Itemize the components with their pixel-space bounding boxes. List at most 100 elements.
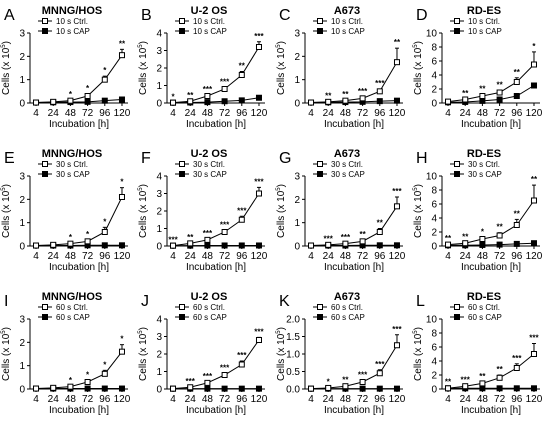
y-tick-label: 2 [19, 52, 25, 63]
significance-label: ** [496, 365, 503, 374]
legend-marker [43, 172, 48, 177]
y-axis-title-close: ) [413, 41, 424, 44]
significance-label: * [69, 90, 73, 99]
x-tick-label: 96 [236, 108, 248, 119]
y-tick-label: 4 [156, 172, 162, 183]
legend-label: 30 s Ctrl. [56, 160, 88, 169]
x-tick-label: 24 [323, 108, 335, 119]
panel-letter: L [416, 293, 425, 310]
legend-label: 10 s Ctrl. [56, 17, 88, 26]
x-tick-label: 72 [494, 394, 506, 405]
y-axis-title-main: Cells (x 10 [413, 190, 424, 238]
y-tick-label: 4 [431, 357, 437, 368]
ctrl-marker [394, 60, 399, 65]
y-axis-title-close: ) [276, 327, 287, 330]
cap-marker [205, 243, 210, 248]
legend-marker [180, 19, 185, 24]
cap-marker [85, 386, 90, 391]
y-tick-label: 3 [156, 189, 162, 200]
y-tick-label: 2 [156, 64, 162, 75]
ctrl-marker [377, 89, 382, 94]
x-tick-label: 24 [460, 394, 472, 405]
x-tick-label: 4 [445, 251, 451, 262]
y-tick-label: 2 [294, 52, 300, 63]
series-line [36, 197, 122, 246]
ctrl-marker [119, 53, 124, 58]
significance-label: ** [377, 219, 384, 228]
y-axis-title: Cells (x 105) [1, 184, 12, 238]
y-axis-title-close: ) [276, 184, 287, 187]
x-tick-label: 96 [99, 394, 111, 405]
significance-label: ** [445, 378, 452, 387]
y-tick-label: 1 [19, 361, 25, 372]
legend-marker [43, 305, 48, 310]
ctrl-marker [256, 338, 261, 343]
cap-marker [360, 386, 365, 391]
significance-label: * [103, 217, 107, 226]
panel-letter: B [141, 7, 152, 24]
significance-label: * [532, 42, 536, 51]
significance-label: ** [479, 85, 486, 94]
legend-marker [180, 172, 185, 177]
x-tick-label: 72 [82, 108, 94, 119]
ctrl-marker [360, 239, 365, 244]
cap-marker [205, 100, 210, 105]
ctrl-marker [531, 62, 536, 67]
x-tick-label: 96 [99, 251, 111, 262]
y-axis-title-main: Cells (x 10 [1, 333, 12, 381]
significance-label: *** [392, 187, 402, 196]
cap-marker [239, 386, 244, 391]
significance-label: ** [514, 209, 521, 218]
ctrl-marker [51, 99, 56, 104]
ctrl-marker [256, 45, 261, 50]
y-tick-label: 2 [431, 85, 437, 96]
cap-marker [256, 243, 261, 248]
significance-label: ** [359, 230, 366, 239]
legend-marker [180, 29, 185, 34]
x-tick-label: 48 [65, 394, 77, 405]
significance-label: *** [168, 235, 178, 244]
significance-label: * [481, 228, 485, 237]
cap-marker [256, 386, 261, 391]
legend-label: 60 s Ctrl. [331, 303, 363, 312]
y-tick-label: 2.0 [286, 315, 300, 326]
x-tick-label: 48 [340, 108, 352, 119]
legend-marker [455, 19, 460, 24]
x-tick-label: 4 [33, 394, 39, 405]
y-tick-label: 3 [156, 332, 162, 343]
panel-title: RD-ES [467, 148, 501, 160]
y-tick-label: 1 [294, 218, 300, 229]
significance-label: *** [512, 354, 522, 363]
x-tick-label: 48 [202, 108, 214, 119]
legend-marker [455, 162, 460, 167]
y-tick-label: 2 [19, 195, 25, 206]
series-line [448, 201, 534, 245]
ctrl-marker [531, 198, 536, 203]
significance-label: *** [392, 325, 402, 334]
y-tick-label: 1.0 [286, 350, 300, 361]
significance-label: ** [187, 91, 194, 100]
cap-marker [377, 386, 382, 391]
panel-letter: E [4, 150, 15, 167]
x-tick-label: 96 [374, 108, 386, 119]
cap-marker [119, 97, 124, 102]
x-tick-label: 120 [251, 394, 268, 405]
legend-label: 10 s Ctrl. [193, 17, 225, 26]
legend-label: 60 s Ctrl. [56, 303, 88, 312]
legend-label: 10 s Ctrl. [331, 17, 363, 26]
legend-label: 60 s CAP [56, 313, 90, 322]
panel-letter: A [4, 7, 15, 24]
y-tick-label: 1.5 [286, 332, 300, 343]
ctrl-marker [377, 371, 382, 376]
x-tick-label: 24 [185, 108, 197, 119]
significance-label: * [86, 371, 90, 380]
y-axis-title-main: Cells (x 10 [1, 47, 12, 95]
legend-marker [180, 162, 185, 167]
y-tick-label: 2 [294, 195, 300, 206]
y-tick-label: 10 [426, 29, 438, 40]
legend-marker [318, 305, 323, 310]
